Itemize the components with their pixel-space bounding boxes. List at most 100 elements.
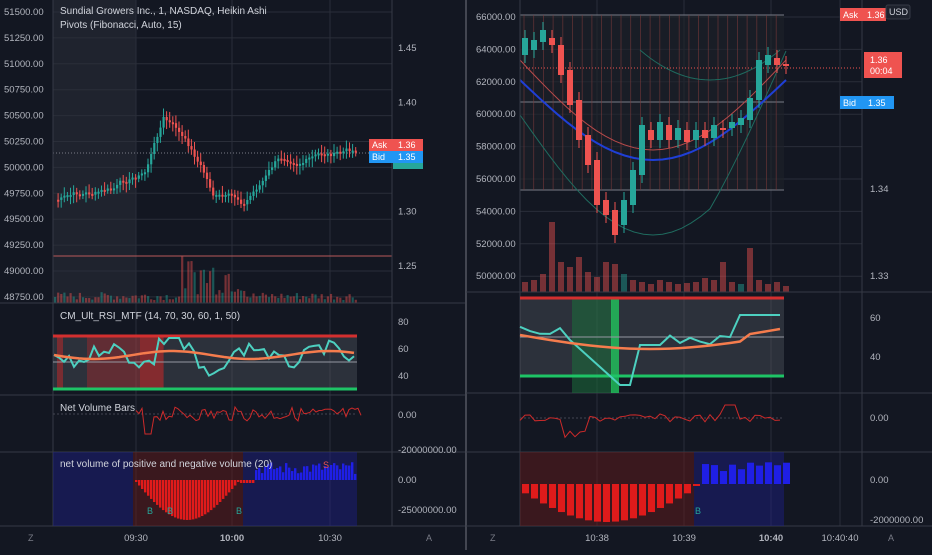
candle-body — [549, 38, 555, 45]
left-price-axis[interactable]: 51500.00 51250.00 51000.00 50750.00 50500.00… — [4, 7, 44, 303]
volume-bar — [603, 262, 609, 292]
candle-body — [339, 151, 342, 154]
volume-bar — [549, 222, 555, 292]
posneg-bar — [567, 484, 574, 516]
timezone-icon[interactable]: Z — [28, 533, 34, 543]
posneg-bar — [165, 480, 168, 513]
time-tick-label: 10:39 — [672, 533, 696, 544]
posneg-bar — [522, 484, 529, 494]
volume-bar — [134, 295, 137, 303]
posneg-bar — [231, 480, 234, 489]
volume-bar — [190, 261, 193, 303]
volume-bar — [78, 292, 81, 303]
rsi-label: CM_Ult_RSI_MTF (14, 70, 30, 60, 1, 50) — [60, 311, 240, 322]
candle-body — [156, 136, 159, 143]
volume-bar — [193, 272, 196, 303]
volume-bar — [240, 290, 243, 303]
volume-bar — [156, 296, 159, 303]
net-volume-pane-right[interactable]: 0.00 — [519, 404, 889, 439]
volume-bar — [531, 280, 537, 292]
volume-bar — [212, 267, 215, 303]
candle-body — [314, 154, 317, 157]
volume-bar — [354, 299, 357, 303]
volume-bar — [81, 297, 85, 303]
axis-tick-label: 1.25 — [398, 261, 417, 272]
time-axis[interactable]: 10:38 10:39 10:40 10:40:40 — [585, 533, 858, 544]
right-candles[interactable] — [522, 22, 789, 243]
candle-body — [218, 194, 221, 197]
posneg-bar — [756, 465, 763, 484]
volume-bar — [264, 294, 267, 303]
volume-bar — [345, 296, 348, 303]
candle-body — [178, 127, 181, 132]
left-price-axis[interactable]: 66000.00 64000.00 62000.00 60000.00 58000.00… — [476, 12, 516, 282]
auto-scale-button[interactable]: A — [888, 533, 894, 543]
posneg-bar — [354, 473, 357, 480]
volume-bar — [702, 278, 708, 292]
candle-body — [277, 158, 280, 162]
svg-text:Ask: Ask — [372, 140, 388, 150]
axis-tick-label: 50750.00 — [4, 85, 44, 96]
candle-body — [756, 60, 762, 100]
posneg-bar — [312, 464, 315, 480]
timezone-icon[interactable]: Z — [490, 533, 496, 543]
svg-text:1.36: 1.36 — [870, 55, 888, 65]
volume-bar — [178, 296, 181, 303]
volume-bar — [236, 289, 240, 303]
posneg-volume-pane[interactable]: net volume of positive and negative volu… — [53, 452, 457, 526]
pivot-vertical-lines — [523, 15, 777, 190]
volume-bar — [249, 297, 252, 303]
posneg-bar — [336, 465, 339, 480]
net-volume-pane[interactable]: Net Volume Bars 0.00 -20000000.00 — [53, 403, 457, 456]
last-price-badge: 1.36 00:04 — [864, 52, 902, 78]
posneg-volume-pane-right[interactable]: B 0.00 -2000000.00 — [520, 452, 923, 526]
posneg-bar — [603, 484, 610, 522]
candle-body — [202, 165, 205, 173]
candle-body — [567, 70, 573, 105]
volume-bar — [283, 297, 286, 303]
candle-body — [196, 156, 199, 162]
auto-scale-button[interactable]: A — [426, 533, 432, 543]
candle-body — [531, 40, 537, 50]
posneg-bar — [765, 462, 772, 484]
axis-tick-label: 52000.00 — [476, 239, 516, 250]
posneg-bar — [285, 463, 288, 480]
candle-body — [274, 161, 277, 168]
volume-bar — [125, 297, 128, 303]
volume-bar — [122, 296, 125, 303]
volume-bar — [75, 299, 78, 303]
posneg-bar — [261, 473, 264, 480]
posneg-bar — [324, 466, 327, 480]
left-candles[interactable] — [57, 108, 357, 212]
candle-body — [119, 180, 122, 185]
volume-bar — [594, 277, 600, 292]
volume-bar — [66, 296, 69, 303]
volume-bar — [648, 284, 654, 292]
posneg-bar — [213, 480, 216, 508]
axis-tick-label: 58000.00 — [476, 142, 516, 153]
posneg-bar — [180, 480, 183, 520]
posneg-bar — [558, 484, 565, 513]
volume-bar — [720, 262, 726, 292]
posneg-bar — [639, 484, 646, 516]
posneg-bar — [228, 480, 231, 493]
axis-tick-label: 50000.00 — [476, 271, 516, 282]
posneg-bar — [648, 484, 655, 513]
volume-bar — [567, 267, 573, 292]
currency-button[interactable] — [885, 4, 911, 20]
volume-bar — [348, 294, 351, 303]
right-price-axis[interactable]: 1.34 1.33 — [870, 184, 889, 282]
right-chart[interactable]: 66000.00 64000.00 62000.00 60000.00 58000.00… — [466, 0, 932, 544]
posneg-bar — [339, 469, 342, 480]
left-chart[interactable]: Sundial Growers Inc., 1, NASDAQ, Heikin … — [0, 0, 465, 544]
candle-body — [329, 153, 333, 157]
candle-body — [63, 195, 66, 198]
rsi-pane[interactable]: CM_Ult_RSI_MTF (14, 70, 30, 60, 1, 50) 8… — [53, 311, 409, 391]
rsi-pane-right[interactable]: 60 40 — [519, 296, 881, 393]
time-axis[interactable]: 09:30 10:00 10:30 — [124, 533, 342, 544]
candle-body — [271, 167, 274, 170]
candle-body — [594, 160, 600, 205]
volume-bar — [286, 295, 289, 303]
candle-body — [308, 157, 311, 160]
posneg-bar — [252, 480, 255, 483]
